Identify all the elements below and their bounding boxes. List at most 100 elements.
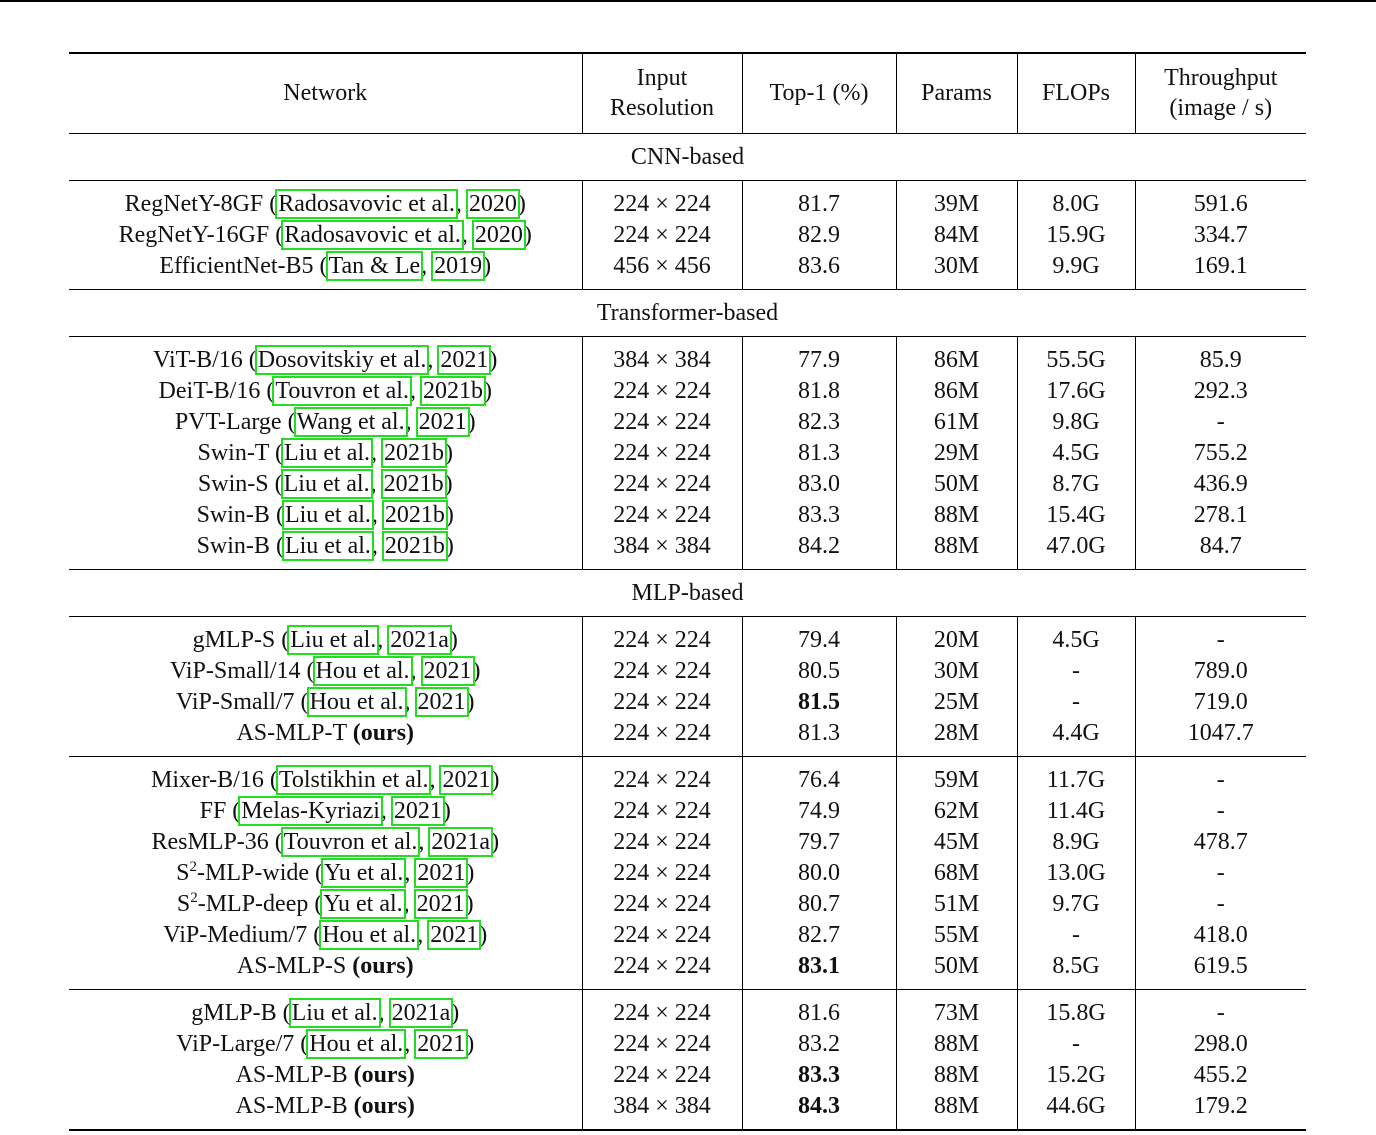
cell-flops: 8.5G [1016, 950, 1135, 989]
table-row: Mixer-B/16 (Tolstikhin et al., 2021) 224 … [69, 755, 1306, 796]
cell-input-resolution: 224 × 224 [581, 655, 742, 687]
cell-flops: 55.5G [1016, 335, 1135, 376]
citation-year-link[interactable]: 2021a [388, 997, 454, 1028]
citation-year-link[interactable]: 2021b [381, 437, 448, 468]
cell-network: AS-MLP-B (ours) [69, 1060, 582, 1091]
section-title-row: MLP-based [69, 568, 1306, 616]
citation-author-link[interactable]: Touvron et al. [272, 375, 412, 406]
cell-throughput: 619.5 [1134, 950, 1306, 989]
citation-author-link[interactable]: Touvron et al. [280, 826, 421, 857]
citation-year-link[interactable]: 2021 [414, 857, 469, 888]
cell-params: 86M [895, 375, 1017, 407]
citation-author-link[interactable]: Liu et al. [287, 624, 380, 655]
network-name-superscript: 2 [189, 858, 198, 875]
cell-flops: 11.7G [1016, 755, 1135, 796]
citation-author-link[interactable]: Radosavovic et al. [281, 219, 464, 250]
cell-params: 55M [895, 919, 1017, 951]
citation-author-link[interactable]: Tan & Le [325, 250, 424, 281]
citation-author-link[interactable]: Radosavovic et al. [275, 188, 458, 219]
network-name-rest: -MLP-deep [197, 890, 309, 917]
cell-input-resolution: 224 × 224 [581, 375, 742, 407]
citation-year-link[interactable]: 2021 [427, 919, 482, 950]
citation-author-link[interactable]: Dosovitskiy et al. [254, 344, 430, 375]
ours-label: (ours) [353, 1092, 415, 1119]
cell-input-resolution: 224 × 224 [581, 437, 742, 469]
network-name: PVT-Large [174, 408, 282, 435]
citation-year-link[interactable]: 2021b [380, 468, 447, 499]
citation-author-link[interactable]: Hou et al. [312, 655, 413, 686]
citation-year-link[interactable]: 2021 [420, 655, 475, 686]
citation-year-link[interactable]: 2021 [415, 406, 470, 437]
citation-author-link[interactable]: Liu et al. [281, 530, 374, 561]
network-name-rest: -MLP-wide [197, 859, 310, 886]
cell-throughput: - [1134, 857, 1306, 889]
section-title: Transformer-based [69, 288, 1306, 336]
cell-params: 88M [895, 499, 1017, 531]
cell-throughput: 436.9 [1134, 468, 1306, 500]
cell-top1: 81.7 [741, 179, 896, 220]
citation-author-link[interactable]: Yu et al. [320, 888, 406, 919]
citation-author-link[interactable]: Melas-Kyriazi [238, 795, 383, 826]
citation-author-link[interactable]: Liu et al. [281, 437, 374, 468]
cell-input-resolution: 224 × 224 [581, 1028, 742, 1060]
cell-top1: 84.3 [741, 1090, 896, 1131]
citation-author-link[interactable]: Liu et al. [288, 997, 381, 1028]
network-name: ViP-Small/7 [175, 688, 295, 715]
cell-network: ViP-Medium/7 (Hou et al., 2021) [163, 919, 488, 950]
citation-year-link[interactable]: 2021 [437, 344, 492, 375]
citation-year-link[interactable]: 2021a [387, 624, 452, 655]
citation-year-link[interactable]: 2021b [381, 530, 448, 561]
ours-label: (ours) [352, 952, 414, 979]
citation-year-link[interactable]: 2020 [465, 188, 520, 219]
network-name-superscript: 2 [190, 889, 198, 906]
cell-throughput: 789.0 [1134, 655, 1306, 687]
cell-params: 61M [895, 406, 1017, 438]
cell-flops: 44.6G [1016, 1090, 1135, 1131]
cell-input-resolution: 384 × 384 [581, 335, 742, 376]
cell-network: FF (Melas-Kyriazi, 2021) [199, 795, 451, 826]
cell-network: Mixer-B/16 (Tolstikhin et al., 2021) [69, 755, 582, 796]
cell-params: 88M [895, 1090, 1017, 1131]
page-top-rule [0, 0, 1376, 2]
cell-top1-bold: 81.5 [798, 688, 840, 715]
citation-author-link[interactable]: Hou et al. [306, 1028, 407, 1059]
cell-top1: 83.3 [741, 1059, 896, 1091]
network-name: gMLP-B [191, 999, 277, 1026]
cell-top1: 79.7 [741, 826, 896, 858]
table-row: S2-MLP-deep (Yu et al., 2021) 224 × 224 80… [69, 888, 1306, 920]
citation-year-link[interactable]: 2021 [414, 1028, 469, 1059]
cell-network: ViT-B/16 (Dosovitskiy et al., 2021) [69, 335, 582, 376]
citation-author-link[interactable]: Liu et al. [280, 468, 373, 499]
citation-year-link[interactable]: 2021 [413, 888, 468, 919]
cell-top1: 81.6 [741, 988, 896, 1029]
citation-year-link[interactable]: 2021 [390, 795, 445, 826]
citation-year-link[interactable]: 2020 [471, 219, 526, 250]
cell-params: 29M [895, 437, 1017, 469]
cell-top1: 81.3 [741, 717, 896, 756]
citation-year-link[interactable]: 2021 [439, 764, 494, 795]
citation-author-link[interactable]: Yu et al. [321, 857, 407, 888]
citation-year-link[interactable]: 2021 [414, 686, 469, 717]
network-name: Swin-T [197, 439, 270, 466]
citation-year-link[interactable]: 2021b [419, 375, 486, 406]
cell-input-resolution: 224 × 224 [581, 717, 742, 756]
citation-year-link[interactable]: 2021a [428, 826, 494, 857]
citation-year-link[interactable]: 2019 [431, 250, 486, 281]
cell-top1: 83.2 [741, 1028, 896, 1060]
cell-flops: 15.4G [1016, 499, 1135, 531]
network-name: S [176, 890, 191, 917]
citation-author-link[interactable]: Tolstikhin et al. [275, 764, 432, 795]
cell-throughput: 418.0 [1134, 919, 1306, 951]
table-row: Swin-B (Liu et al., 2021b) 384 × 384 84.2 8… [69, 530, 1306, 569]
cell-flops: 8.7G [1016, 468, 1135, 500]
cell-throughput: 478.7 [1134, 826, 1306, 858]
citation-author-link[interactable]: Hou et al. [319, 919, 420, 950]
table-row: ViP-Small/14 (Hou et al., 2021) 224 × 224… [69, 655, 1306, 687]
citation-author-link[interactable]: Liu et al. [281, 499, 374, 530]
cell-input-resolution: 224 × 224 [581, 499, 742, 531]
citation-author-link[interactable]: Wang et al. [293, 406, 408, 437]
citation-author-link[interactable]: Hou et al. [306, 686, 407, 717]
cell-network: gMLP-S (Liu et al., 2021a) [69, 615, 582, 656]
cell-input-resolution: 224 × 224 [581, 826, 742, 858]
citation-year-link[interactable]: 2021b [381, 499, 448, 530]
